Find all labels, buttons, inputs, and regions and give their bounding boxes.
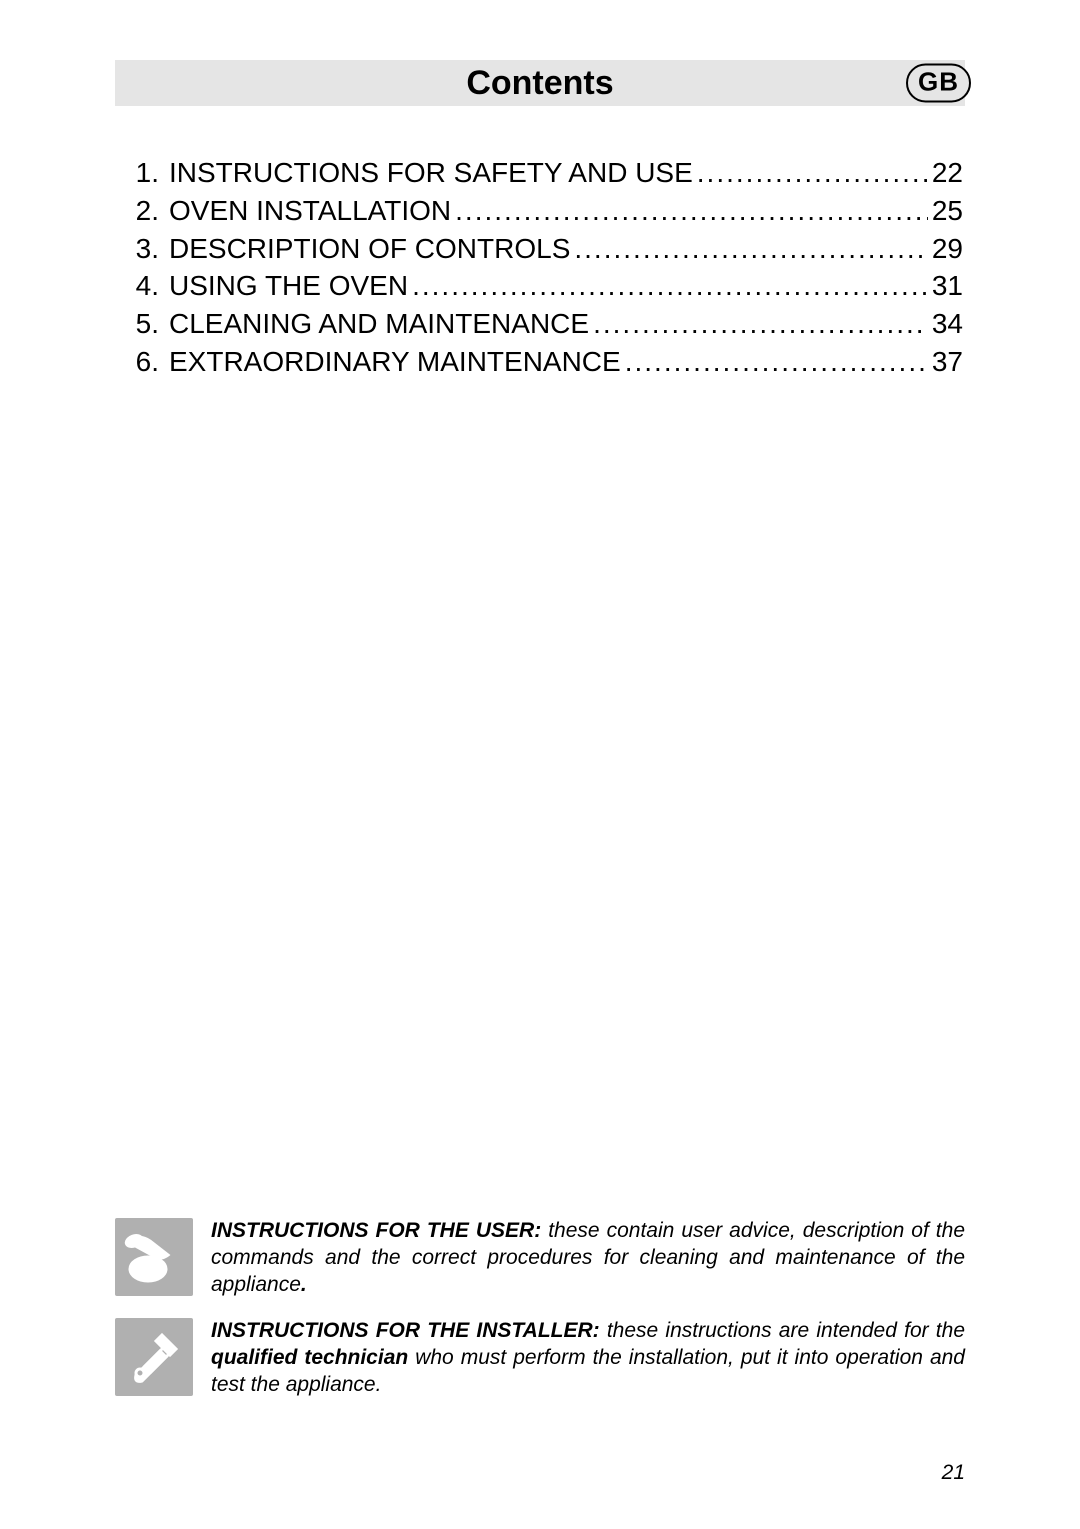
toc-number: 5. (125, 305, 169, 343)
locale-badge: GB (906, 64, 971, 103)
toc-number: 2. (125, 192, 169, 230)
note-installer-body-a: these instructions are intended for the (600, 1319, 965, 1342)
toc-page: 31 (928, 267, 963, 305)
toc-leader (693, 154, 928, 192)
toc-page: 37 (928, 343, 963, 381)
chef-spoon-icon (115, 1218, 193, 1296)
toc-page: 29 (928, 230, 963, 268)
header-bar: Contents GB (115, 60, 965, 106)
toc-leader (589, 305, 928, 343)
toc-leader (570, 230, 927, 268)
toc-leader (621, 343, 928, 381)
toc-row: 4. USING THE OVEN 31 (125, 267, 963, 305)
page-title: Contents (466, 64, 613, 103)
toc-title: DESCRIPTION OF CONTROLS (169, 230, 570, 268)
toc-number: 3. (125, 230, 169, 268)
note-user-trail: . (301, 1273, 307, 1296)
toc-title: OVEN INSTALLATION (169, 192, 451, 230)
note-installer-lead: INSTRUCTIONS FOR THE INSTALLER: (211, 1319, 600, 1342)
toc-number: 6. (125, 343, 169, 381)
toc-number: 1. (125, 154, 169, 192)
toc-row: 5. CLEANING AND MAINTENANCE 34 (125, 305, 963, 343)
toc-leader (408, 267, 928, 305)
toc-page: 22 (928, 154, 963, 192)
table-of-contents: 1. INSTRUCTIONS FOR SAFETY AND USE 22 2.… (115, 154, 965, 381)
note-user: INSTRUCTIONS FOR THE USER: these contain… (115, 1218, 965, 1299)
toc-title: CLEANING AND MAINTENANCE (169, 305, 589, 343)
page-number: 21 (942, 1461, 965, 1485)
toc-row: 1. INSTRUCTIONS FOR SAFETY AND USE 22 (125, 154, 963, 192)
note-installer: INSTRUCTIONS FOR THE INSTALLER: these in… (115, 1318, 965, 1399)
wrench-screwdriver-icon (115, 1318, 193, 1396)
toc-title: INSTRUCTIONS FOR SAFETY AND USE (169, 154, 693, 192)
note-user-lead: INSTRUCTIONS FOR THE USER: (211, 1219, 541, 1242)
toc-title: USING THE OVEN (169, 267, 408, 305)
footer-notes: INSTRUCTIONS FOR THE USER: these contain… (115, 1218, 965, 1419)
note-installer-text: INSTRUCTIONS FOR THE INSTALLER: these in… (211, 1318, 965, 1399)
toc-page: 34 (928, 305, 963, 343)
toc-row: 6. EXTRAORDINARY MAINTENANCE 37 (125, 343, 963, 381)
toc-number: 4. (125, 267, 169, 305)
note-user-text: INSTRUCTIONS FOR THE USER: these contain… (211, 1218, 965, 1299)
toc-row: 3. DESCRIPTION OF CONTROLS 29 (125, 230, 963, 268)
note-installer-qual: qualified technician (211, 1346, 408, 1369)
toc-row: 2. OVEN INSTALLATION 25 (125, 192, 963, 230)
toc-title: EXTRAORDINARY MAINTENANCE (169, 343, 621, 381)
toc-page: 25 (928, 192, 963, 230)
toc-leader (451, 192, 928, 230)
